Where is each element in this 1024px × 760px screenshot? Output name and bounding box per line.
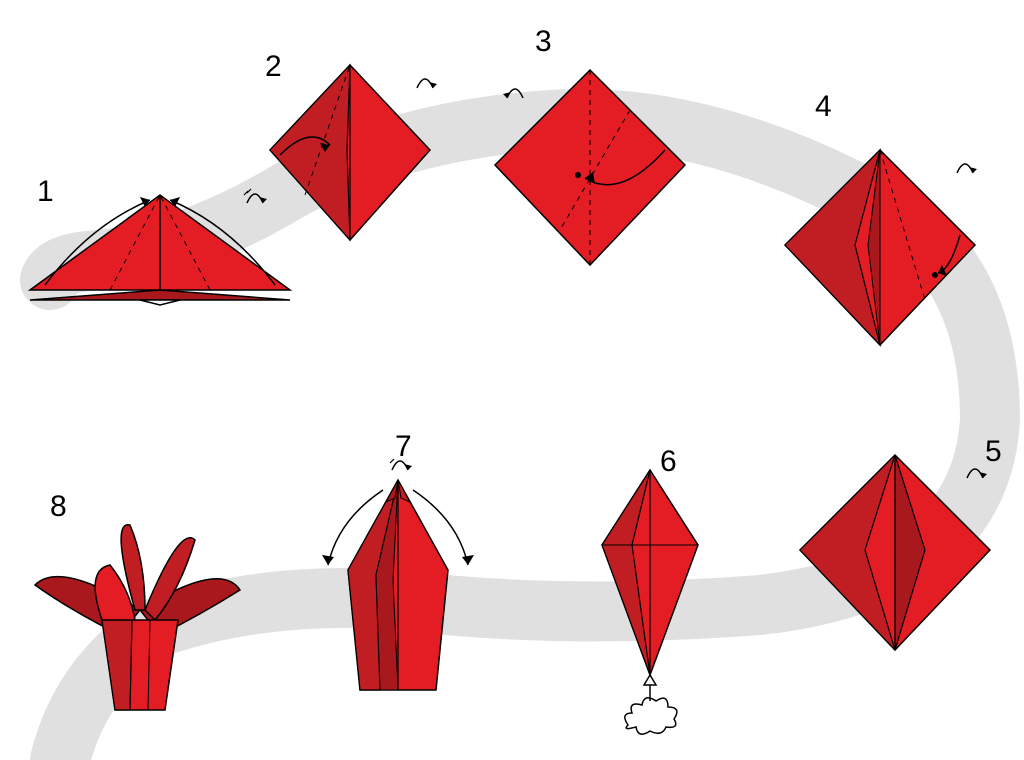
origami-diagram <box>0 0 1024 760</box>
step-3-label: 3 <box>535 25 552 59</box>
step-2-label: 2 <box>265 50 282 84</box>
step-8-label: 8 <box>50 490 67 524</box>
step-4-label: 4 <box>815 90 832 124</box>
step-7-label: 7 <box>395 430 412 464</box>
step-1-label: 1 <box>37 175 54 209</box>
step-6-label: 6 <box>660 445 677 479</box>
step-5-label: 5 <box>985 435 1002 469</box>
